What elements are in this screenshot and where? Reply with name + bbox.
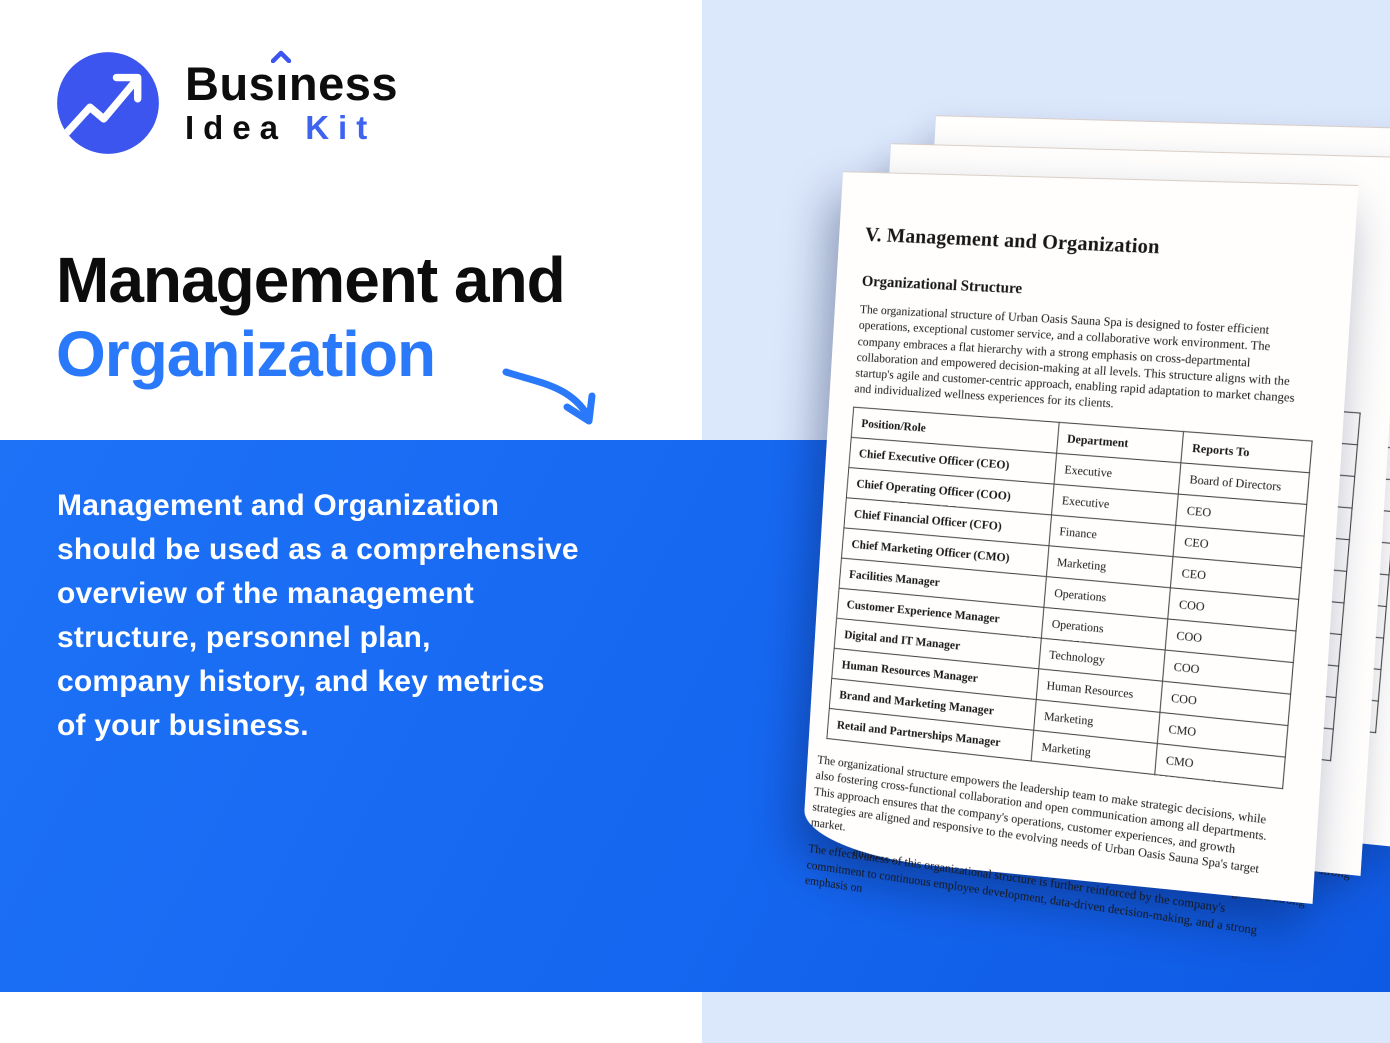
brand-name: Busı ness Idea Kit xyxy=(185,50,398,147)
doc-paragraph: The organizational structure of Urban Oa… xyxy=(854,302,1296,411)
doc-page-front: V. Management and Organization Organizat… xyxy=(801,171,1359,937)
description-line: Management and Organization xyxy=(57,489,500,522)
description-line: overview of the management xyxy=(57,577,474,610)
brand-text-idea: Idea xyxy=(185,109,288,147)
caret-icon xyxy=(271,50,292,63)
brand-text-kit: Kit xyxy=(305,109,377,147)
brand-letter-i: ı xyxy=(271,50,292,108)
description-line: company history, and key metrics xyxy=(57,665,545,698)
brand-name-top: Busı ness xyxy=(185,50,398,110)
brand-text-pre: Bus xyxy=(185,56,276,110)
org-structure-table: Position/Role Department Reports To Chie… xyxy=(826,406,1313,789)
brand-name-bottom: Idea Kit xyxy=(185,109,398,147)
brand-logo: Busı ness Idea Kit xyxy=(55,50,398,156)
brand-text-post: ness xyxy=(288,56,398,110)
trend-up-arrow-icon xyxy=(57,52,159,154)
page-title-line2: Organization xyxy=(56,318,436,390)
description-line: should be used as a comprehensive xyxy=(57,533,579,566)
page-title: Management and Organization xyxy=(56,243,566,391)
doc-title: V. Management and Organization xyxy=(864,224,1161,259)
description-line: of your business. xyxy=(57,709,309,742)
doc-content: V. Management and Organization Organizat… xyxy=(794,172,1358,945)
page-title-line1: Management and xyxy=(56,244,566,316)
curved-arrow-icon xyxy=(502,368,596,425)
hero-description: Management and Organization should be us… xyxy=(57,484,579,748)
description-line: structure, personnel plan, xyxy=(57,621,431,654)
